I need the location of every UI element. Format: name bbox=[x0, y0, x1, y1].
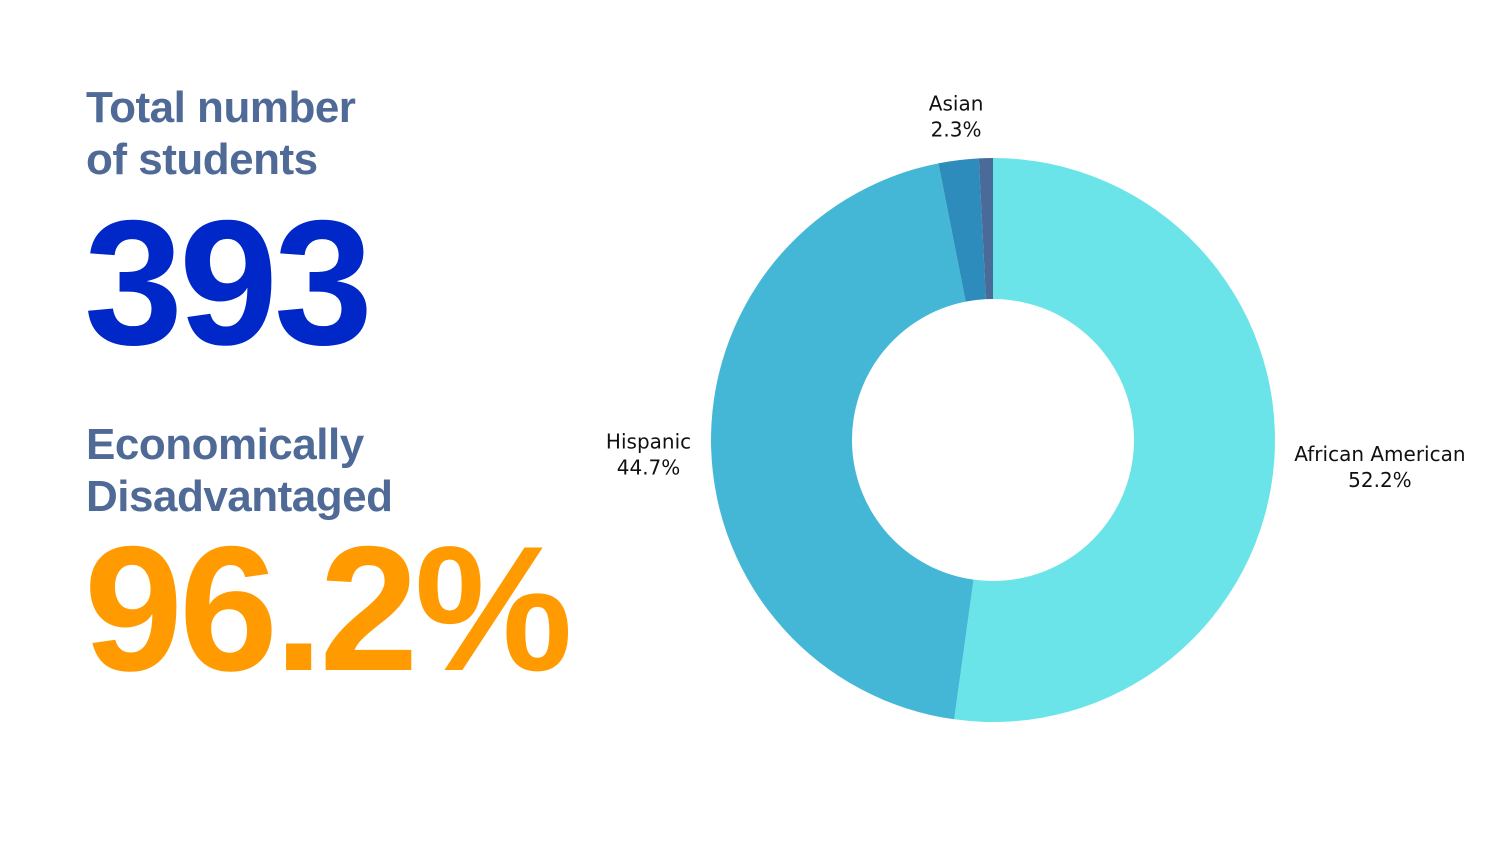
slice-label-value: 2.3% bbox=[931, 117, 982, 141]
slice-label-value: 44.7% bbox=[617, 456, 681, 480]
stat-value: 96.2% bbox=[84, 509, 573, 708]
stat-value: 393 bbox=[84, 183, 373, 382]
slice-label-name: Asian bbox=[929, 91, 984, 115]
stat-title: Total number bbox=[86, 83, 356, 132]
donut-slice bbox=[938, 158, 986, 302]
slice-label-name: African American bbox=[1294, 442, 1465, 466]
donut-slice bbox=[978, 158, 993, 300]
slice-label-value: 52.2% bbox=[1348, 468, 1412, 492]
slice-label-name: Hispanic bbox=[606, 430, 691, 454]
donut-slice bbox=[954, 158, 1276, 723]
donut-slice bbox=[711, 163, 974, 720]
stat-title: Disadvantaged bbox=[86, 472, 393, 521]
stat-title: of students bbox=[86, 135, 318, 184]
stat-title: Economically bbox=[86, 420, 364, 469]
